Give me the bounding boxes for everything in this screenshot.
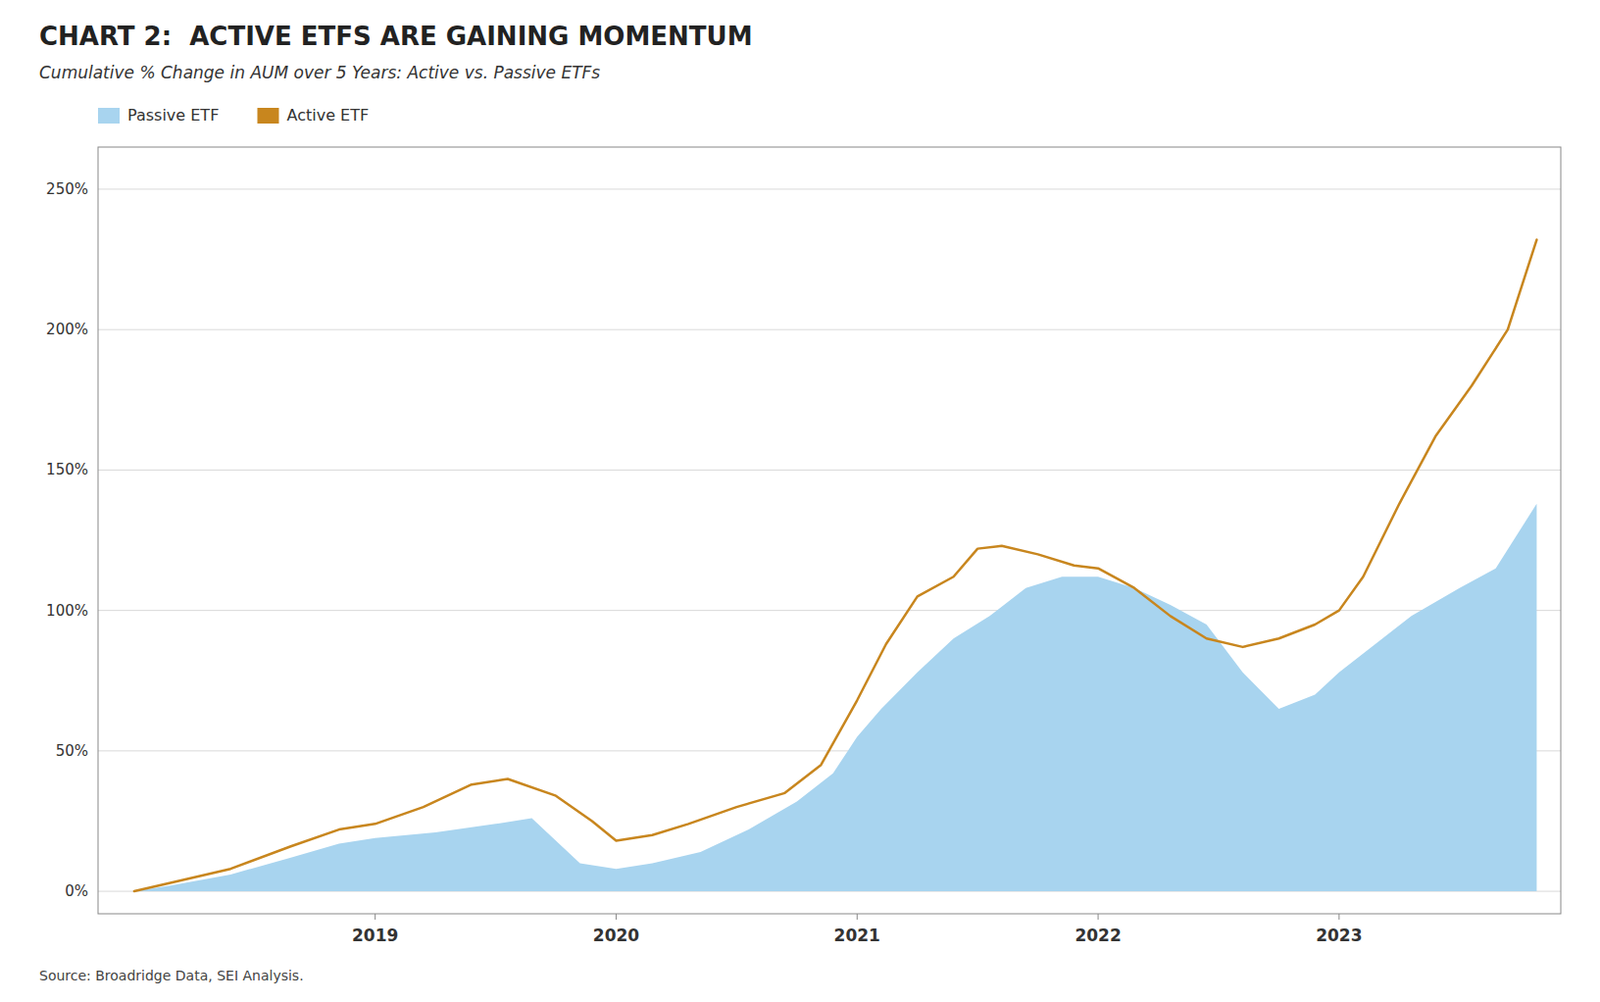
x-tick-label: 2019 [351,925,399,946]
subtitle: Cumulative % Change in AUM over 5 Years:… [39,62,600,83]
grid-line [98,609,1561,611]
x-tick [856,913,858,920]
y-tick-label: 100% [46,601,89,620]
plot-frame [98,147,1561,914]
x-tick-label: 2021 [834,925,881,946]
line [134,240,1538,893]
chart: CHART 2: ACTIVE ETFS ARE GAINING MOMENTU… [0,0,1600,1002]
legend-swatch [98,107,120,124]
grid-line [98,469,1561,471]
y-tick-label: 250% [46,180,89,199]
x-tick [1338,913,1340,920]
x-tick [374,913,376,920]
y-tick-label: 200% [46,320,89,339]
x-tick-label: 2022 [1074,925,1121,946]
x-tick-label: 2020 [593,925,640,946]
legend: Passive ETF Active ETF [98,105,369,125]
y-tick-label: 50% [55,742,89,760]
plot-area [134,240,1538,893]
legend-swatch [257,107,280,124]
area [134,503,1538,892]
source: Source: Broadridge Data, SEI Analysis. [39,967,304,984]
title: CHART 2: ACTIVE ETFS ARE GAINING MOMENTU… [39,21,753,51]
grid-line [98,188,1561,190]
x-tick-label: 2023 [1315,925,1362,946]
legend-item: Passive ETF [98,105,219,125]
legend-label: Passive ETF [127,105,219,125]
x-tick [1098,913,1100,920]
legend-label: Active ETF [287,105,370,125]
background [0,0,1600,1002]
grid-line [98,329,1561,331]
y-tick-label: 150% [46,460,89,479]
x-tick [615,913,617,920]
legend-item: Active ETF [257,105,370,125]
axes: 0% 50% 100% 150% 200% 250% 2019 2020 2021 2022 202… [46,180,1561,946]
y-tick-label: 0% [64,882,89,900]
